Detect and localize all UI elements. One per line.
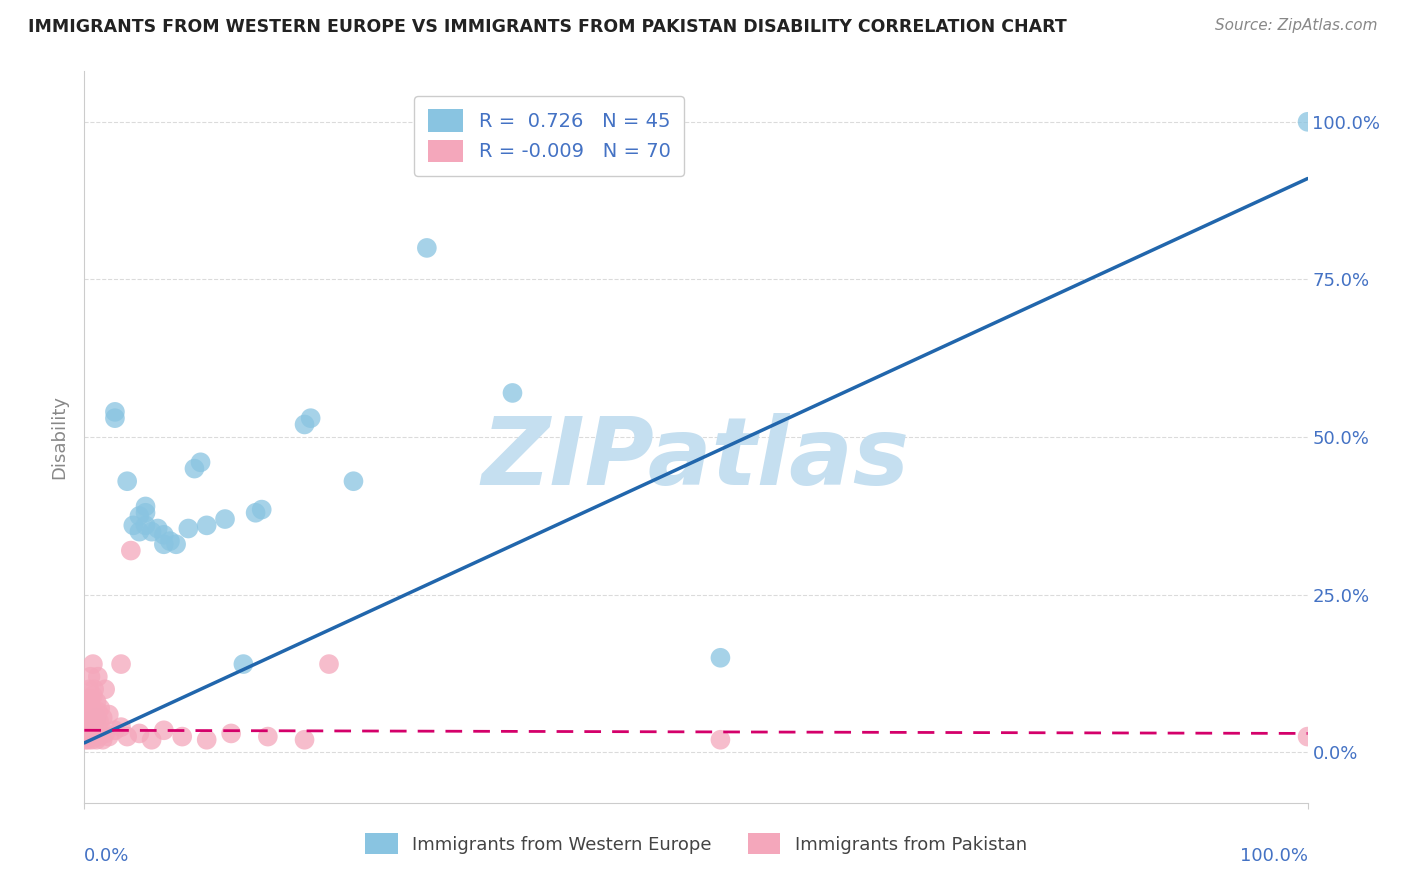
Point (97, 730, 120, 744)
Point (122, 518, 145, 533)
Point (232, 657, 254, 671)
Point (80, 732, 103, 747)
Point (76, 730, 98, 744)
Point (86, 695, 108, 709)
Point (86, 732, 108, 747)
Point (91, 711, 114, 725)
Point (195, 732, 218, 747)
Point (82, 711, 104, 725)
Point (165, 537, 187, 551)
Point (104, 411, 127, 425)
Point (77, 695, 100, 709)
Point (87, 730, 110, 744)
Point (177, 521, 200, 535)
Point (294, 417, 316, 432)
Point (183, 461, 205, 475)
Point (79, 726, 101, 740)
Point (80, 717, 103, 731)
Point (77, 701, 100, 715)
Point (94, 682, 117, 697)
Point (153, 528, 176, 542)
Point (172, 730, 194, 744)
Point (502, 386, 524, 401)
Point (104, 405, 127, 419)
Point (141, 732, 163, 747)
Point (214, 512, 236, 526)
Point (77, 682, 100, 697)
Point (83, 682, 105, 697)
Point (104, 723, 127, 738)
Point (82, 689, 104, 703)
Point (86, 717, 108, 731)
Point (82, 657, 104, 671)
Point (110, 720, 132, 734)
Point (82, 726, 104, 740)
Point (77, 720, 100, 734)
Point (120, 543, 142, 558)
Point (76, 714, 98, 728)
Point (87, 705, 110, 719)
Point (135, 500, 157, 514)
Point (79, 714, 101, 728)
Point (1296, 115, 1319, 129)
Point (89, 726, 111, 740)
Point (153, 537, 176, 551)
Point (87, 670, 110, 684)
Point (110, 657, 132, 671)
Point (294, 732, 316, 747)
Point (318, 657, 340, 671)
Point (128, 508, 150, 523)
Point (342, 474, 364, 488)
Point (75, 723, 97, 738)
Point (416, 241, 439, 255)
Point (91, 732, 114, 747)
Point (77, 714, 100, 728)
Y-axis label: Disability: Disability (51, 395, 69, 479)
Point (219, 726, 242, 740)
Point (77, 732, 100, 747)
Point (141, 524, 163, 539)
Text: IMMIGRANTS FROM WESTERN EUROPE VS IMMIGRANTS FROM PAKISTAN DISABILITY CORRELATIO: IMMIGRANTS FROM WESTERN EUROPE VS IMMIGR… (28, 18, 1067, 36)
Point (94, 726, 117, 740)
Point (115, 730, 138, 744)
Point (75, 732, 97, 747)
Point (79, 691, 101, 706)
Point (195, 518, 218, 533)
Point (153, 723, 176, 738)
Point (84, 707, 107, 722)
Point (299, 411, 322, 425)
Point (146, 521, 169, 535)
Point (257, 730, 280, 744)
Point (250, 502, 273, 516)
Text: 0.0%: 0.0% (84, 847, 129, 864)
Point (86, 711, 108, 725)
Point (190, 455, 212, 469)
Point (79, 670, 101, 684)
Point (83, 730, 105, 744)
Point (159, 534, 181, 549)
Point (83, 714, 105, 728)
Point (80, 701, 103, 715)
Point (87, 726, 110, 740)
Point (1296, 730, 1319, 744)
Point (84, 723, 107, 738)
Point (128, 726, 150, 740)
Point (135, 518, 157, 533)
Point (79, 707, 101, 722)
Legend: Immigrants from Western Europe, Immigrants from Pakistan: Immigrants from Western Europe, Immigran… (353, 821, 1039, 867)
Point (87, 714, 110, 728)
Point (128, 524, 150, 539)
Point (115, 474, 138, 488)
Text: Source: ZipAtlas.com: Source: ZipAtlas.com (1215, 18, 1378, 33)
Text: 100.0%: 100.0% (1240, 847, 1308, 864)
Point (135, 506, 157, 520)
Point (77, 730, 100, 744)
Point (89, 701, 111, 715)
Point (709, 732, 731, 747)
Point (245, 506, 267, 520)
Point (77, 705, 100, 719)
Point (709, 650, 731, 665)
Point (97, 707, 120, 722)
Text: ZIPatlas: ZIPatlas (482, 413, 910, 505)
